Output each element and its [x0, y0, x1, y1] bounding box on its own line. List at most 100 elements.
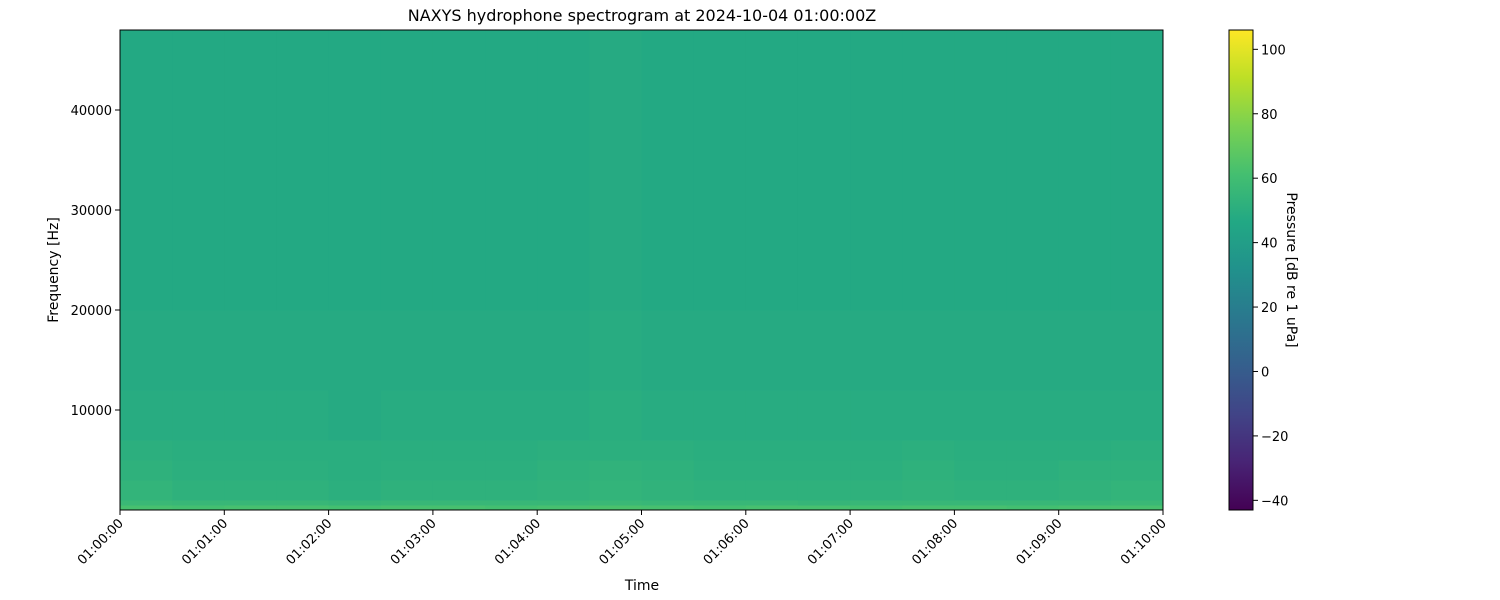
spectrogram-cell — [537, 440, 590, 461]
colorbar-tick-label: 40 — [1261, 237, 1278, 252]
spectrogram-cell — [537, 480, 590, 501]
spectrogram-cell — [120, 30, 173, 311]
spectrogram-cell — [902, 505, 955, 511]
spectrogram-cell — [641, 310, 695, 391]
spectrogram-cell — [172, 310, 225, 391]
spectrogram-cell — [380, 310, 434, 391]
spectrogram-cell — [172, 460, 225, 481]
spectrogram-cell — [745, 460, 799, 481]
spectrogram-cell — [1058, 390, 1112, 441]
colorbar-tick-label: 100 — [1261, 43, 1286, 58]
spectrogram-cell — [1058, 500, 1112, 506]
spectrogram-cell — [485, 505, 538, 511]
spectrogram-cell — [745, 30, 799, 311]
spectrogram-cell — [1058, 310, 1112, 391]
spectrogram-cell — [745, 310, 799, 391]
spectrogram-cell — [693, 310, 747, 391]
spectrogram-cell — [120, 505, 173, 511]
spectrogram-cell — [172, 500, 225, 506]
spectrogram-cell — [797, 30, 851, 311]
spectrogram-cell — [641, 480, 695, 501]
spectrogram-cell — [537, 390, 590, 441]
x-tick-label: 01:08:00 — [909, 516, 961, 568]
spectrogram-cell — [797, 310, 851, 391]
spectrogram-cell — [797, 500, 851, 506]
spectrogram-cell — [693, 500, 747, 506]
spectrogram-cell — [641, 505, 695, 511]
colorbar-tick-label: 0 — [1261, 365, 1269, 380]
colorbar-tick-label: −40 — [1261, 494, 1288, 509]
spectrogram-cell — [902, 440, 955, 461]
spectrogram-cell — [276, 440, 330, 461]
spectrogram-cell — [485, 310, 538, 391]
spectrogram-cell — [954, 460, 1008, 481]
spectrogram-cell — [850, 460, 903, 481]
colorbar-label: Pressure [dB re 1 uPa] — [1283, 192, 1299, 347]
spectrogram-cell — [485, 480, 538, 501]
spectrogram-cell — [902, 460, 955, 481]
spectrogram-cell — [380, 460, 434, 481]
spectrogram-cell — [954, 30, 1008, 311]
spectrogram-cell — [276, 390, 330, 441]
spectrogram-cell — [1006, 30, 1060, 311]
spectrogram-cell — [902, 390, 955, 441]
spectrogram-cell — [380, 505, 434, 511]
spectrogram-cell — [589, 500, 642, 506]
x-tick-label: 01:07:00 — [805, 516, 857, 568]
spectrogram-cell — [850, 440, 903, 461]
spectrogram-cell — [224, 310, 277, 391]
spectrogram-cell — [328, 480, 382, 501]
chart-title: NAXYS hydrophone spectrogram at 2024-10-… — [408, 6, 877, 25]
spectrogram-cell — [485, 500, 538, 506]
spectrogram-cell — [380, 440, 434, 461]
spectrogram-cell — [693, 440, 747, 461]
spectrogram-cell — [328, 30, 382, 311]
spectrogram-cell — [954, 310, 1008, 391]
spectrogram-cell — [120, 500, 173, 506]
spectrogram-cell — [1110, 480, 1164, 501]
spectrogram-cell — [172, 480, 225, 501]
spectrogram-cell — [850, 310, 903, 391]
y-tick-label: 20000 — [71, 304, 112, 319]
spectrogram-cell — [1006, 310, 1060, 391]
spectrogram-cell — [276, 480, 330, 501]
spectrogram-cell — [1006, 480, 1060, 501]
colorbar-tick-label: 80 — [1261, 108, 1278, 123]
spectrogram-cell — [172, 505, 225, 511]
x-tick-label: 01:02:00 — [284, 516, 336, 568]
spectrogram-cell — [1110, 505, 1164, 511]
spectrogram-cell — [120, 460, 173, 481]
spectrogram-cell — [1110, 390, 1164, 441]
spectrogram-cell — [954, 505, 1008, 511]
spectrogram-cell — [693, 505, 747, 511]
spectrogram-cell — [120, 480, 173, 501]
spectrogram-cell — [589, 440, 642, 461]
spectrogram-cell — [485, 30, 538, 311]
spectrogram-cell — [537, 460, 590, 481]
spectrogram-cell — [432, 460, 486, 481]
y-tick-label: 10000 — [71, 404, 112, 419]
spectrogram-cell — [589, 460, 642, 481]
spectrogram-cell — [902, 480, 955, 501]
spectrogram-cell — [1110, 30, 1164, 311]
spectrogram-cell — [850, 500, 903, 506]
spectrogram-cell — [850, 480, 903, 501]
spectrogram-cell — [224, 390, 277, 441]
spectrogram-cell — [120, 440, 173, 461]
spectrogram-cell — [693, 30, 747, 311]
spectrogram-cell — [954, 440, 1008, 461]
spectrogram-cell — [641, 500, 695, 506]
spectrogram-cell — [745, 390, 799, 441]
x-tick-label: 01:00:00 — [75, 516, 127, 568]
spectrogram-cell — [797, 505, 851, 511]
spectrogram-cell — [224, 460, 277, 481]
spectrogram-cell — [432, 480, 486, 501]
spectrogram-cell — [224, 505, 277, 511]
spectrogram-cell — [745, 500, 799, 506]
spectrogram-cell — [797, 440, 851, 461]
spectrogram-cell — [276, 500, 330, 506]
spectrogram-cell — [1006, 390, 1060, 441]
spectrogram-cell — [745, 440, 799, 461]
y-axis-label: Frequency [Hz] — [46, 217, 62, 323]
